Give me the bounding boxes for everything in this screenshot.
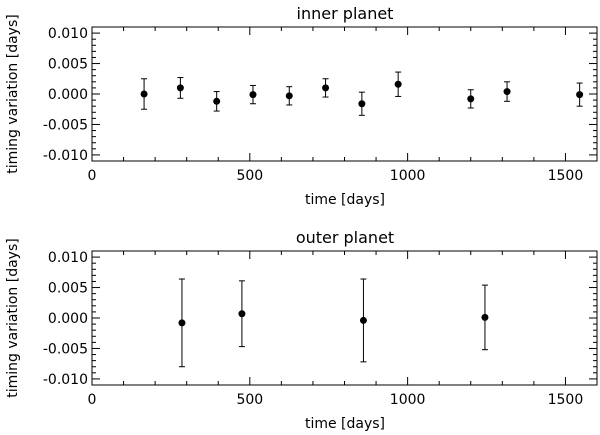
- outer-planet-xtick-label: 1000: [390, 392, 426, 408]
- outer-planet-xtick-label: 500: [236, 392, 263, 408]
- inner-planet-xtick-label: 1000: [390, 168, 426, 184]
- inner-planet-marker: [503, 88, 511, 96]
- inner-planet-marker: [176, 84, 184, 92]
- inner-planet-marker: [140, 90, 148, 98]
- outer-planet-marker: [238, 310, 246, 318]
- inner-planet-data-point: [140, 78, 148, 110]
- inner-planet-ticks: 0 500 1000 1500 -0.010 -0.005 0.000 0.005 0.010: [43, 26, 598, 184]
- inner-planet-title: inner planet: [297, 4, 394, 23]
- inner-planet-data-point: [249, 84, 257, 105]
- outer-planet-data-point: [238, 280, 246, 348]
- outer-planet-plot-frame: [91, 250, 598, 386]
- outer-planet-points: [178, 278, 489, 368]
- outer-planet-marker: [359, 316, 367, 324]
- inner-planet-xtick-label: 500: [236, 168, 263, 184]
- inner-planet-plot-frame: [91, 26, 598, 162]
- inner-planet-points: [140, 71, 584, 116]
- inner-planet-data-point: [503, 81, 511, 102]
- outer-planet-data-point: [481, 284, 489, 351]
- outer-planet-ytick-label: 0.010: [48, 250, 88, 266]
- outer-planet-marker: [481, 313, 489, 321]
- inner-planet-marker: [322, 84, 330, 92]
- outer-planet-ytick-label: 0.000: [48, 311, 88, 327]
- outer-planet-title: outer planet: [296, 228, 394, 247]
- inner-planet-xtick-label: 1500: [548, 168, 584, 184]
- outer-planet-ytick-label: -0.005: [43, 341, 88, 357]
- inner-planet-marker: [394, 80, 402, 88]
- inner-planet-marker: [576, 91, 584, 99]
- inner-planet-ylabel: timing variation [days]: [5, 14, 21, 173]
- outer-planet-xlabel: time [days]: [305, 416, 385, 432]
- inner-planet-data-point: [176, 77, 184, 99]
- inner-planet-data-point: [394, 71, 402, 97]
- inner-planet-ytick-label: -0.010: [43, 148, 88, 164]
- inner-planet-ytick-label: 0.010: [48, 26, 88, 42]
- inner-planet-xlabel: time [days]: [305, 192, 385, 208]
- outer-planet-xtick-label: 1500: [548, 392, 584, 408]
- inner-planet-ytick-label: 0.005: [48, 57, 88, 73]
- outer-planet-ytick-label: 0.005: [48, 281, 88, 297]
- outer-planet-ytick-label: -0.010: [43, 372, 88, 388]
- outer-planet-xtick-label: 0: [88, 392, 97, 408]
- inner-planet-ytick-label: 0.000: [48, 87, 88, 103]
- inner-planet-data-point: [213, 91, 221, 112]
- outer-planet-data-point: [359, 278, 367, 363]
- inner-planet-data-point: [467, 89, 475, 109]
- inner-planet-marker: [358, 100, 366, 108]
- inner-planet-ytick-label: -0.005: [43, 117, 88, 133]
- outer-planet-data-point: [178, 278, 186, 368]
- inner-planet-data-point: [358, 91, 366, 116]
- inner-planet-marker: [467, 95, 475, 103]
- inner-planet-data-point: [576, 82, 584, 107]
- inner-planet-xtick-label: 0: [88, 168, 97, 184]
- inner-planet-data-point: [322, 78, 330, 98]
- inner-planet-marker: [249, 91, 257, 99]
- outer-planet-ticks: 0 500 1000 1500 -0.010 -0.005 0.000 0.005 0.010: [43, 250, 598, 408]
- outer-planet-ylabel: timing variation [days]: [5, 238, 21, 397]
- outer-planet-marker: [178, 319, 186, 327]
- inner-planet-marker: [213, 97, 221, 105]
- inner-planet-marker: [285, 92, 293, 100]
- outer-planet-panel: outer planet 0 500 1000 1500 -0.010 -0.005 0.0…: [5, 228, 598, 432]
- inner-planet-panel: inner planet 0 500 1000 1500 -0.010 -0.005 0.0…: [5, 4, 598, 208]
- inner-planet-data-point: [285, 86, 293, 106]
